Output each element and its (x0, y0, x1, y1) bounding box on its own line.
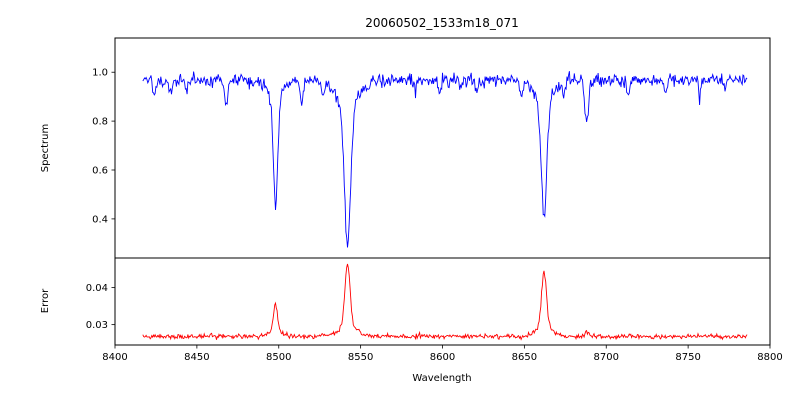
error-line (142, 263, 748, 341)
y-tick-label: 0.04 (86, 283, 108, 294)
y-tick-label: 0.4 (92, 214, 108, 225)
y-tick-label: 0.03 (86, 320, 108, 331)
y-tick-label: 1.0 (92, 68, 108, 79)
x-tick-label: 8750 (675, 352, 700, 363)
x-tick-label: 8800 (757, 352, 782, 363)
x-tick-label: 8400 (102, 352, 127, 363)
y-tick-label: 0.8 (92, 117, 108, 128)
chart-title: 20060502_1533m18_071 (365, 16, 518, 30)
x-tick-label: 8700 (594, 352, 619, 363)
x-tick-label: 8450 (184, 352, 209, 363)
x-tick-label: 8500 (266, 352, 291, 363)
x-tick-label: 8650 (512, 352, 537, 363)
spectrum-line (142, 71, 748, 248)
x-tick-label: 8550 (348, 352, 373, 363)
error-y-axis-label: Error (40, 288, 51, 313)
y-tick-label: 0.6 (92, 166, 108, 177)
spectrum-axes (114, 37, 771, 259)
spectrum-y-axis-label: Spectrum (40, 124, 51, 172)
x-axis-label: Wavelength (412, 373, 471, 384)
error-axes (114, 257, 771, 346)
x-tick-label: 8600 (430, 352, 455, 363)
